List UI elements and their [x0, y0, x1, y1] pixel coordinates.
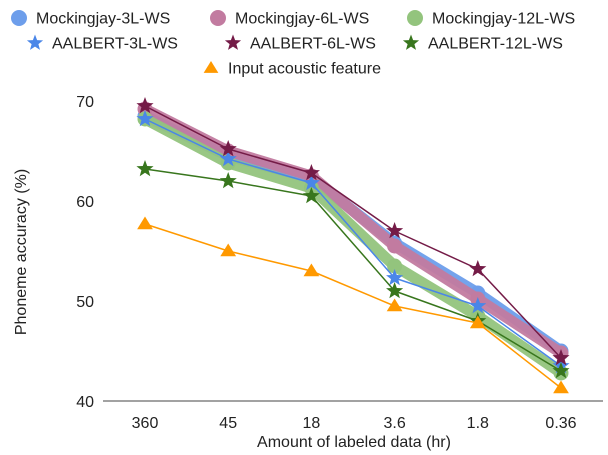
data-point: [469, 315, 486, 329]
y-tick-label: 50: [76, 294, 94, 311]
x-axis-label: Amount of labeled data (hr): [257, 434, 451, 451]
legend-marker: [402, 34, 420, 50]
legend-label: AALBERT-3L-WS: [52, 36, 178, 53]
y-tick-label: 40: [76, 394, 94, 411]
data-point: [386, 269, 404, 286]
series-line: [139, 103, 567, 359]
data-point: [219, 172, 237, 189]
data-point: [386, 222, 404, 239]
legend: Mockingjay-3L-WS Mockingjay-6L-WS Mockingj…: [11, 10, 575, 78]
x-tick-label: 45: [219, 415, 237, 432]
legend-item: Input acoustic feature: [203, 61, 381, 78]
data-point: [136, 97, 154, 114]
data-point: [386, 298, 403, 312]
x-tick-label: 1.8: [467, 415, 489, 432]
x-tick-label: 0.36: [545, 415, 576, 432]
data-point: [469, 297, 487, 314]
legend-item: AALBERT-6L-WS: [224, 34, 376, 53]
legend-marker: [203, 61, 219, 73]
series: [136, 160, 570, 379]
series: [137, 216, 569, 394]
legend-label: Mockingjay-6L-WS: [235, 11, 369, 28]
series-line: [139, 113, 567, 379]
legend-item: Mockingjay-12L-WS: [407, 10, 575, 28]
y-tick-label: 70: [76, 94, 94, 111]
x-tick-label: 3.6: [383, 415, 405, 432]
series: [136, 97, 570, 366]
data-point: [469, 260, 487, 277]
data-point: [387, 238, 403, 254]
legend-marker: [26, 34, 44, 50]
legend-marker: [210, 10, 226, 26]
legend-marker: [224, 34, 242, 50]
data-point: [553, 380, 569, 394]
data-point: [136, 160, 154, 177]
x-tick-label: 18: [303, 415, 321, 432]
data-point: [219, 150, 237, 167]
data-point: [552, 362, 570, 379]
legend-item: AALBERT-3L-WS: [26, 34, 178, 53]
data-point: [386, 282, 404, 299]
legend-marker: [407, 10, 423, 26]
legend-label: Mockingjay-12L-WS: [432, 11, 575, 28]
legend-label: Mockingjay-3L-WS: [36, 11, 170, 28]
series: [137, 111, 569, 381]
data-point: [137, 216, 153, 230]
data-point: [552, 349, 570, 366]
data-point: [302, 174, 320, 191]
axes: 360 45 18 3.6 1.8 0.36 40 50 60 70 Amount of lab…: [13, 94, 603, 451]
legend-item: Mockingjay-3L-WS: [11, 10, 170, 28]
legend-item: AALBERT-12L-WS: [402, 34, 563, 53]
series-line: [144, 118, 562, 367]
series-line: [144, 168, 562, 372]
x-tick-label: 360: [132, 415, 159, 432]
y-axis-label: Phoneme accuracy (%): [13, 169, 30, 335]
data-point: [387, 258, 403, 274]
x-tick-labels: 360 45 18 3.6 1.8 0.36: [132, 415, 577, 432]
data-point: [219, 140, 237, 157]
data-point: [220, 243, 237, 257]
legend-label: AALBERT-6L-WS: [250, 36, 376, 53]
data-point: [303, 263, 320, 277]
y-tick-label: 60: [76, 194, 94, 211]
data-point: [302, 187, 320, 204]
legend-label: AALBERT-12L-WS: [428, 36, 563, 53]
legend-marker: [11, 10, 27, 26]
series-line: [144, 223, 562, 389]
plot-area: [136, 97, 570, 394]
data-point: [136, 110, 154, 127]
data-point: [302, 164, 320, 181]
y-tick-labels: 40 50 60 70: [76, 94, 94, 411]
legend-label: Input acoustic feature: [228, 61, 381, 78]
series-line: [144, 105, 562, 359]
legend-item: Mockingjay-6L-WS: [210, 10, 369, 28]
